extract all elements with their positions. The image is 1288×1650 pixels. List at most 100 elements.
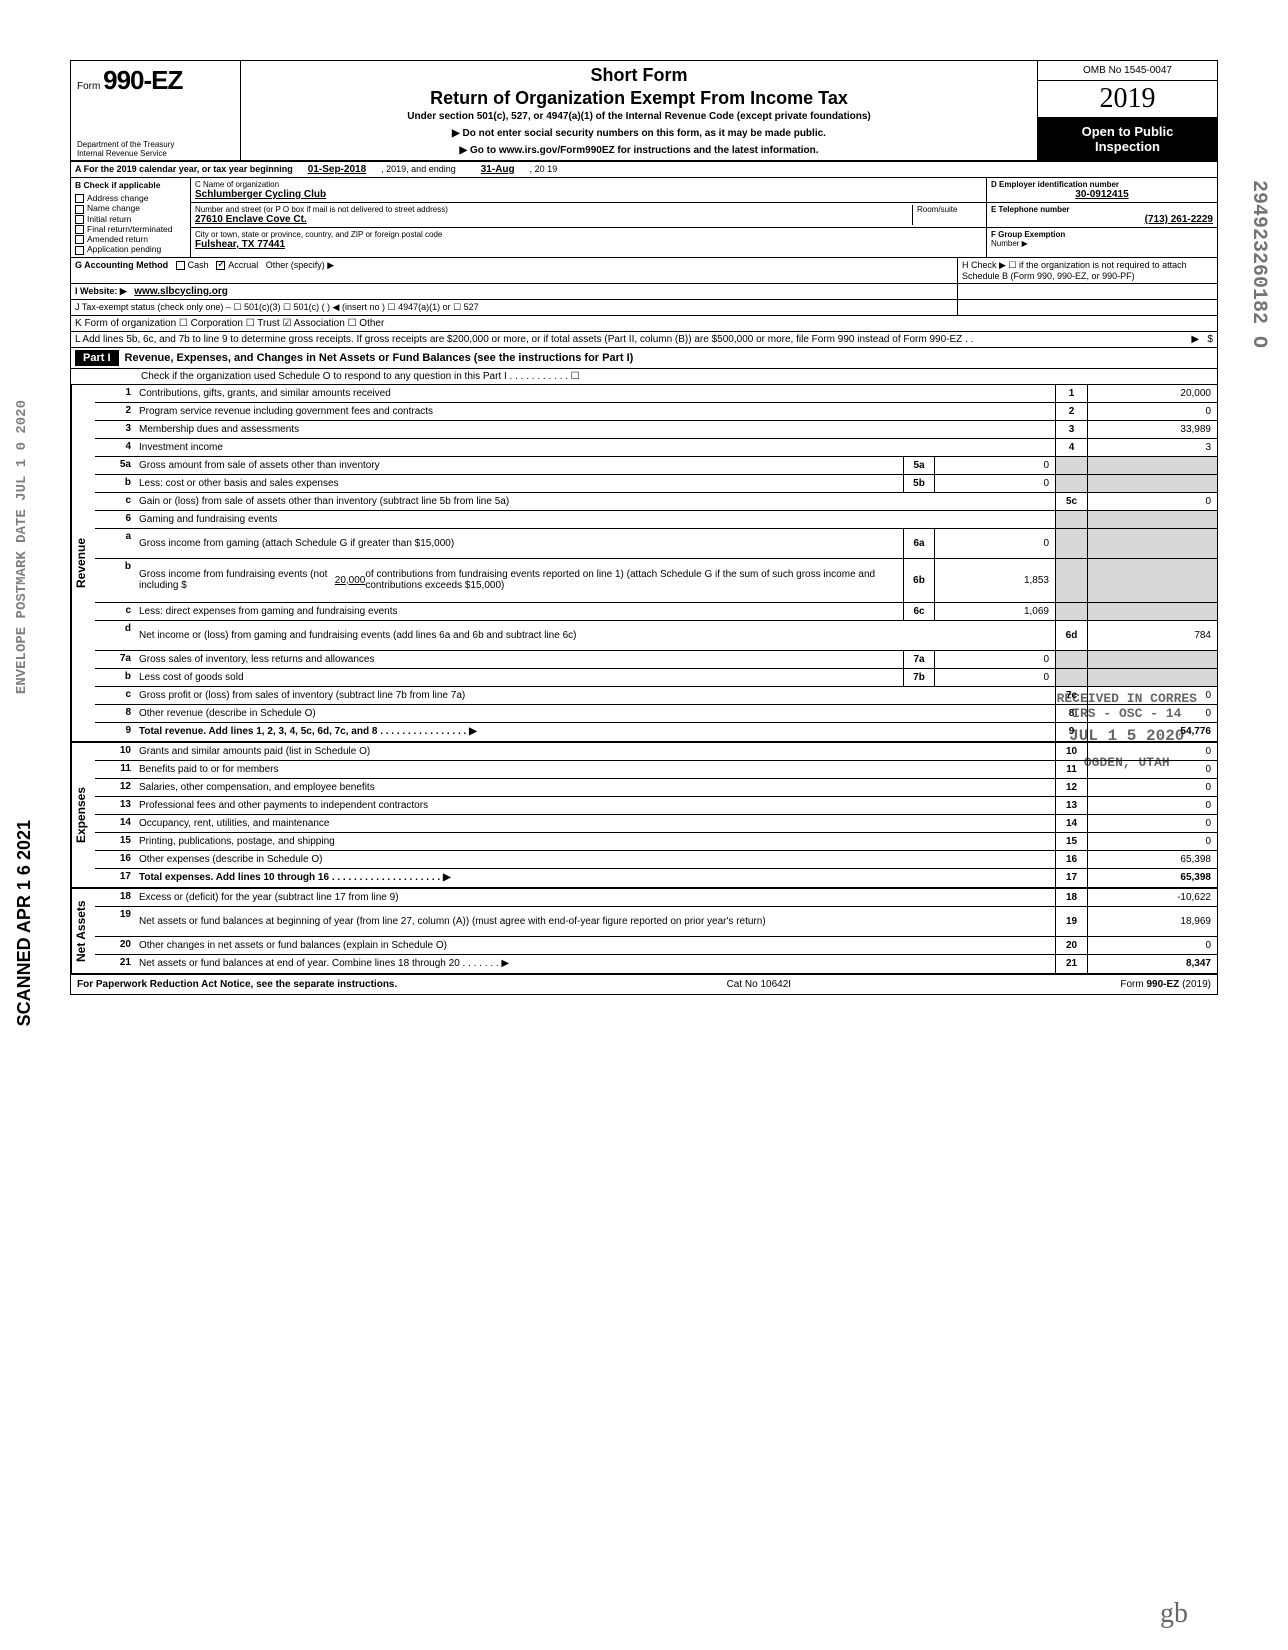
ln5c-no: c — [95, 493, 135, 510]
website-value: www.slbcycling.org — [134, 286, 228, 297]
goto-text: ▶ Go to www.irs.gov/Form990EZ for instru… — [247, 145, 1031, 156]
section-bcdef: B Check if applicable Address change Nam… — [71, 178, 1217, 258]
ln6-shade — [1055, 511, 1087, 528]
part1-label: Part I — [75, 350, 119, 366]
lbl-cash: Cash — [188, 260, 209, 270]
ln6-desc: Gaming and fundraising events — [135, 511, 1055, 528]
footer-left: For Paperwork Reduction Act Notice, see … — [77, 979, 397, 990]
chk-initial-return[interactable] — [75, 215, 84, 224]
ln4-box: 4 — [1055, 439, 1087, 456]
netassets-section: Net Assets 18Excess or (deficit) for the… — [71, 889, 1217, 973]
ln13-no: 13 — [95, 797, 135, 814]
ln16-amt: 65,398 — [1087, 851, 1217, 868]
city-label: City or town, state or province, country… — [195, 230, 982, 239]
group-exempt-label: F Group Exemption — [991, 230, 1213, 239]
ln7b-mbox: 7b — [903, 669, 935, 686]
ln6b-desc: Gross income from fundraising events (no… — [135, 559, 903, 602]
ln1-desc: Contributions, gifts, grants, and simila… — [135, 385, 1055, 402]
ln6c-desc: Less: direct expenses from gaming and fu… — [135, 603, 903, 620]
lbl-app-pending: Application pending — [87, 244, 161, 254]
ln19-desc: Net assets or fund balances at beginning… — [135, 907, 1055, 936]
ln17-box: 17 — [1055, 869, 1087, 887]
under-section-text: Under section 501(c), 527, or 4947(a)(1)… — [247, 111, 1031, 122]
ln13-box: 13 — [1055, 797, 1087, 814]
chk-accrual[interactable] — [216, 261, 225, 270]
ln21-amt: 8,347 — [1087, 955, 1217, 973]
header-mid: Short Form Return of Organization Exempt… — [241, 61, 1037, 160]
chk-final-return[interactable] — [75, 225, 84, 234]
room-label: Room/suite — [917, 205, 982, 214]
chk-cash[interactable] — [176, 261, 185, 270]
ln3-amt: 33,989 — [1087, 421, 1217, 438]
ln6c-shade2 — [1087, 603, 1217, 620]
ln19-box: 19 — [1055, 907, 1087, 936]
ln20-amt: 0 — [1087, 937, 1217, 954]
col-de: D Employer identification number 30-0912… — [987, 178, 1217, 257]
chk-address-change[interactable] — [75, 194, 84, 203]
ln6b-shade — [1055, 559, 1087, 602]
ln7b-shade2 — [1087, 669, 1217, 686]
ln14-no: 14 — [95, 815, 135, 832]
chk-amended[interactable] — [75, 235, 84, 244]
row-i: I Website: ▶ www.slbcycling.org — [71, 284, 1217, 300]
col-b-label: B Check if applicable — [75, 180, 186, 190]
ln7b-mamt: 0 — [935, 669, 1055, 686]
ln21-no: 21 — [95, 955, 135, 973]
ln18-desc: Excess or (deficit) for the year (subtra… — [135, 889, 1055, 906]
ln5b-shade — [1055, 475, 1087, 492]
ln9-desc: Total revenue. Add lines 1, 2, 3, 4, 5c,… — [135, 723, 1055, 741]
chk-name-change[interactable] — [75, 205, 84, 214]
row-h-text: H Check ▶ ☐ if the organization is not r… — [957, 258, 1217, 283]
expenses-label: Expenses — [71, 743, 95, 887]
ln6a-shade — [1055, 529, 1087, 558]
expenses-section: Expenses 10Grants and similar amounts pa… — [71, 743, 1217, 889]
received-stamp: RECEIVED IN CORRES IRS - OSC - 14 JUL 1 … — [1056, 690, 1198, 771]
ln6b-mbox: 6b — [903, 559, 935, 602]
chk-app-pending[interactable] — [75, 246, 84, 255]
ein-value: 30-0912415 — [991, 189, 1213, 200]
open-public-text: Open to Public — [1042, 124, 1213, 139]
lbl-address-change: Address change — [87, 193, 148, 203]
ln6b-shade2 — [1087, 559, 1217, 602]
ln7c-no: c — [95, 687, 135, 704]
ln11-desc: Benefits paid to or for members — [135, 761, 1055, 778]
ln13-desc: Professional fees and other payments to … — [135, 797, 1055, 814]
ln5a-no: 5a — [95, 457, 135, 474]
form-header: Form 990-EZ Department of the Treasury I… — [71, 61, 1217, 162]
ln7c-desc: Gross profit or (loss) from sales of inv… — [135, 687, 1055, 704]
ln5a-mamt: 0 — [935, 457, 1055, 474]
ln4-amt: 3 — [1087, 439, 1217, 456]
ln17-no: 17 — [95, 869, 135, 887]
ln6a-desc: Gross income from gaming (attach Schedul… — [135, 529, 903, 558]
ln5a-desc: Gross amount from sale of assets other t… — [135, 457, 903, 474]
tax-year: 2019 — [1038, 81, 1217, 118]
ln7a-mbox: 7a — [903, 651, 935, 668]
tel-label: E Telephone number — [991, 205, 1213, 214]
ln5a-shade — [1055, 457, 1087, 474]
ln6b-no: b — [95, 559, 135, 602]
lbl-other: Other (specify) ▶ — [266, 260, 334, 270]
ln21-box: 21 — [1055, 955, 1087, 973]
ln2-no: 2 — [95, 403, 135, 420]
col-c-org-info: C Name of organization Schlumberger Cycl… — [191, 178, 987, 257]
ln6c-shade — [1055, 603, 1087, 620]
ln2-amt: 0 — [1087, 403, 1217, 420]
inspection-text: Inspection — [1042, 139, 1213, 154]
ln6a-no: a — [95, 529, 135, 558]
city-value: Fulshear, TX 77441 — [195, 239, 982, 250]
ln15-box: 15 — [1055, 833, 1087, 850]
part1-title: Revenue, Expenses, and Changes in Net As… — [119, 352, 1213, 364]
ln4-desc: Investment income — [135, 439, 1055, 456]
ln3-desc: Membership dues and assessments — [135, 421, 1055, 438]
ln17-desc: Total expenses. Add lines 10 through 16 … — [135, 869, 1055, 887]
ln1-box: 1 — [1055, 385, 1087, 402]
open-public-badge: Open to Public Inspection — [1038, 118, 1217, 160]
ln6c-mamt: 1,069 — [935, 603, 1055, 620]
ln1-amt: 20,000 — [1087, 385, 1217, 402]
row-a-end: 31-Aug — [481, 164, 515, 175]
ln12-desc: Salaries, other compensation, and employ… — [135, 779, 1055, 796]
tel-value: (713) 261-2229 — [991, 214, 1213, 225]
ln16-no: 16 — [95, 851, 135, 868]
ln8-desc: Other revenue (describe in Schedule O) — [135, 705, 1055, 722]
ln20-desc: Other changes in net assets or fund bala… — [135, 937, 1055, 954]
